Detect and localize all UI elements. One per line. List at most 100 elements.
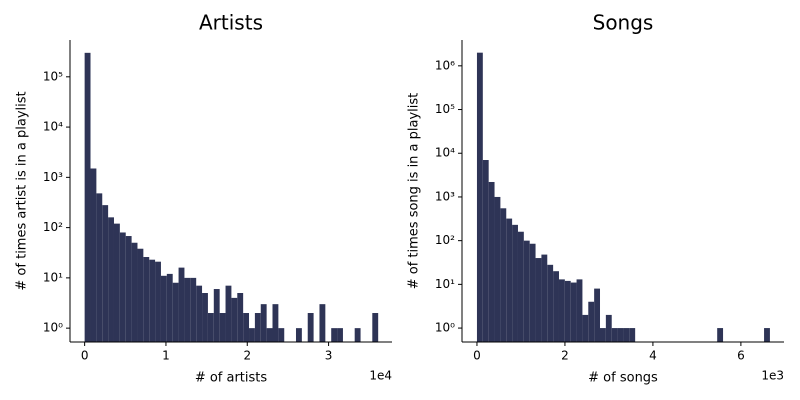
bar <box>143 257 150 342</box>
bar <box>564 280 571 342</box>
bar <box>172 282 179 342</box>
bar <box>102 205 109 342</box>
bar <box>96 193 103 342</box>
bar <box>307 313 314 342</box>
y-tick-label: 10⁴ <box>43 120 63 134</box>
x-tick-label: 6 <box>737 349 745 363</box>
x-axis-label: # of artists <box>195 371 268 386</box>
bar <box>558 279 565 342</box>
bar <box>125 236 132 342</box>
bar <box>272 304 279 342</box>
bar <box>254 313 261 342</box>
bar <box>588 301 595 342</box>
bar <box>611 328 618 342</box>
bar <box>108 217 114 342</box>
bar <box>523 240 530 342</box>
bar <box>529 243 536 342</box>
x-tick-label: 2 <box>243 349 251 363</box>
bar <box>295 328 302 342</box>
bar <box>202 293 208 342</box>
bar <box>372 313 379 342</box>
bar <box>582 314 589 342</box>
y-tick-label: 10⁵ <box>43 69 63 83</box>
x-offset-label: 1e3 <box>761 369 784 383</box>
bar <box>576 279 583 342</box>
y-tick-label: 10¹ <box>435 277 455 291</box>
bar <box>717 328 724 342</box>
bar <box>629 328 636 342</box>
x-tick-label: 0 <box>473 349 481 363</box>
bar <box>219 313 226 342</box>
bar <box>570 282 577 342</box>
bar <box>278 328 285 342</box>
bar <box>512 224 518 342</box>
y-tick-label: 10² <box>435 233 455 247</box>
bar <box>547 264 554 342</box>
y-axis-label: # of times song is in a playlist <box>407 93 422 290</box>
chart-title: Artists <box>199 11 263 35</box>
bar <box>488 181 495 342</box>
bar <box>225 285 232 342</box>
chart-title: Songs <box>593 11 654 35</box>
y-tick-label: 10⁰ <box>435 321 455 335</box>
y-tick-label: 10⁵ <box>435 102 455 116</box>
bar <box>149 259 156 342</box>
bar <box>535 258 542 342</box>
x-offset-label: 1e4 <box>369 369 392 383</box>
y-axis-label: # of times artist is in a playlist <box>15 91 30 290</box>
bar <box>249 328 255 342</box>
x-axis-label: # of songs <box>588 371 658 386</box>
bar <box>90 168 97 342</box>
bar <box>113 223 120 342</box>
bar <box>482 160 489 342</box>
bar <box>476 52 483 343</box>
bar <box>196 285 203 342</box>
bar <box>231 297 238 342</box>
bar <box>160 275 167 342</box>
bar <box>155 261 161 342</box>
bar <box>600 328 606 342</box>
bar <box>166 273 173 342</box>
y-tick-label: 10⁶ <box>435 58 455 72</box>
bar <box>605 314 612 342</box>
bar <box>213 289 220 342</box>
bar <box>553 271 559 342</box>
x-tick-label: 2 <box>561 349 569 363</box>
bar <box>207 313 214 342</box>
y-tick-label: 10⁰ <box>43 321 63 335</box>
bar <box>354 328 361 342</box>
bar <box>266 328 273 342</box>
bar <box>243 313 250 342</box>
y-tick-label: 10³ <box>43 170 63 184</box>
bar <box>337 328 343 342</box>
bar <box>260 304 267 342</box>
bar <box>119 232 126 342</box>
bar <box>84 52 91 342</box>
bar <box>764 328 770 342</box>
bar <box>500 208 507 342</box>
y-tick-label: 10⁴ <box>435 146 455 160</box>
bar <box>331 328 338 342</box>
bar <box>319 304 326 342</box>
bar <box>594 288 601 342</box>
bar <box>131 242 138 342</box>
bar <box>623 328 630 342</box>
bar <box>184 277 191 342</box>
bar <box>178 267 185 342</box>
y-tick-label: 10³ <box>435 189 455 203</box>
bar <box>517 231 524 342</box>
bar <box>494 196 501 342</box>
y-tick-label: 10² <box>43 220 63 234</box>
x-tick-label: 3 <box>325 349 333 363</box>
bar <box>541 254 548 342</box>
y-tick-label: 10¹ <box>43 270 63 284</box>
x-tick-label: 4 <box>649 349 657 363</box>
bar <box>137 248 144 342</box>
bar <box>506 218 513 342</box>
bar <box>237 293 244 342</box>
bar <box>190 277 197 342</box>
bar <box>617 328 624 342</box>
x-tick-label: 1 <box>162 349 170 363</box>
x-tick-label: 0 <box>81 349 89 363</box>
